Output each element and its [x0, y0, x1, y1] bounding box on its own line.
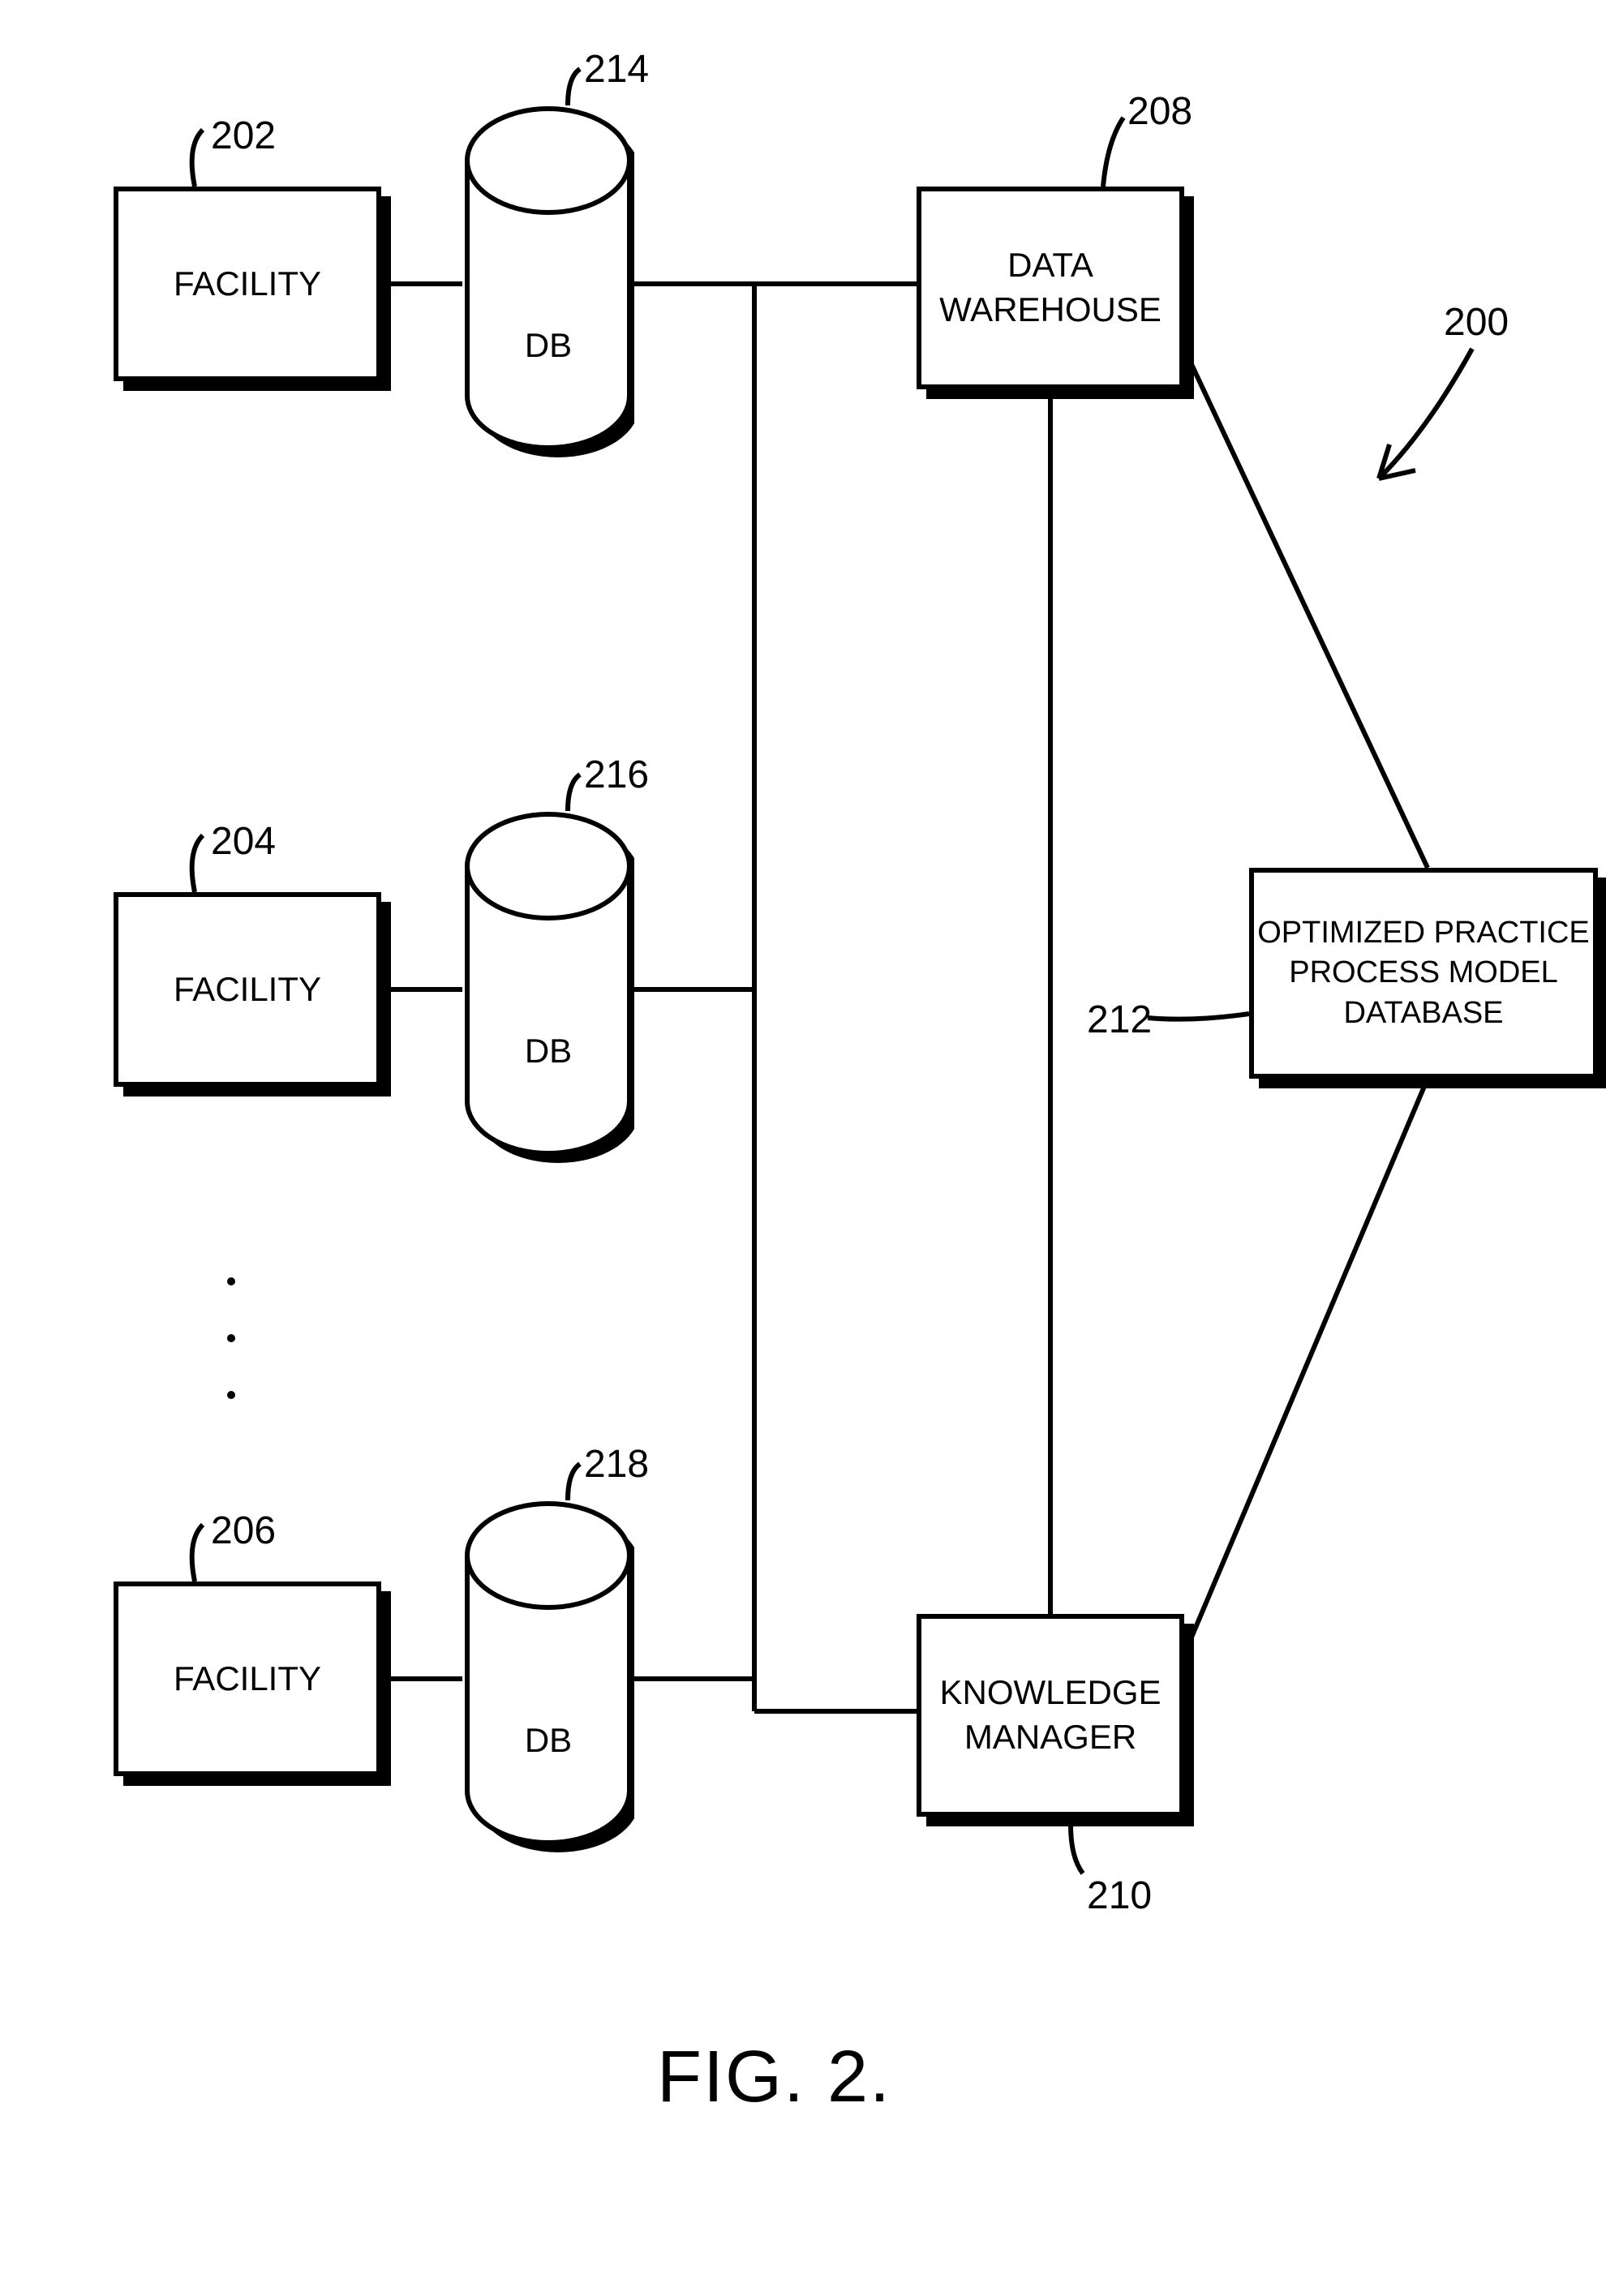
ref-208: 208	[1127, 89, 1192, 134]
db-cylinder-1: DB	[462, 105, 625, 454]
db-2-label: DB	[525, 1032, 572, 1070]
leader-210	[1071, 1825, 1083, 1873]
db-1-label: DB	[525, 326, 572, 364]
diagram-canvas: FACILITY FACILITY FACILITY DATA WAREHOUS…	[0, 0, 1606, 2296]
knowledge-manager-box: KNOWLEDGE MANAGER	[917, 1614, 1184, 1817]
leader-212	[1148, 1014, 1249, 1019]
optimized-db-label: OPTIMIZED PRACTICE PROCESS MODEL DATABAS…	[1257, 913, 1590, 1033]
leader-200	[1379, 349, 1472, 479]
ref-210: 210	[1087, 1873, 1152, 1918]
leader-202	[192, 130, 203, 187]
ref-204: 204	[211, 819, 276, 864]
ref-216: 216	[584, 753, 649, 797]
ref-212: 212	[1087, 998, 1152, 1042]
db-3-svg: DB	[462, 1500, 634, 1861]
db-cylinder-2: DB	[462, 811, 625, 1160]
knowledge-manager-label: KNOWLEDGE MANAGER	[939, 1671, 1161, 1759]
ref-202: 202	[211, 114, 276, 158]
ref-214: 214	[584, 47, 649, 92]
leader-216	[568, 775, 580, 811]
ref-206: 206	[211, 1508, 276, 1553]
leader-214	[568, 69, 580, 105]
data-warehouse-label: DATA WAREHOUSE	[939, 243, 1162, 332]
data-warehouse-box: DATA WAREHOUSE	[917, 187, 1184, 389]
optimized-db-box: OPTIMIZED PRACTICE PROCESS MODEL DATABAS…	[1249, 868, 1598, 1079]
edge-dw-optdb	[1184, 349, 1428, 868]
db-cylinder-3: DB	[462, 1500, 625, 1849]
facility-box-2: FACILITY	[114, 892, 381, 1087]
leader-218	[568, 1464, 580, 1500]
facility-box-1: FACILITY	[114, 187, 381, 381]
facility-box-3: FACILITY	[114, 1581, 381, 1776]
edge-km-optdb	[1184, 1079, 1428, 1654]
facility-2-label: FACILITY	[174, 968, 321, 1012]
ellipsis-dots	[227, 1277, 235, 1399]
ref-200: 200	[1444, 300, 1509, 345]
leader-204	[192, 835, 203, 892]
figure-caption: FIG. 2.	[657, 2036, 891, 2119]
leader-208	[1103, 118, 1123, 187]
facility-3-label: FACILITY	[174, 1657, 321, 1702]
leader-206	[192, 1525, 203, 1581]
ref-218: 218	[584, 1442, 649, 1487]
facility-1-label: FACILITY	[174, 262, 321, 307]
db-1-svg: DB	[462, 105, 634, 466]
db-3-label: DB	[525, 1721, 572, 1759]
db-2-svg: DB	[462, 811, 634, 1172]
